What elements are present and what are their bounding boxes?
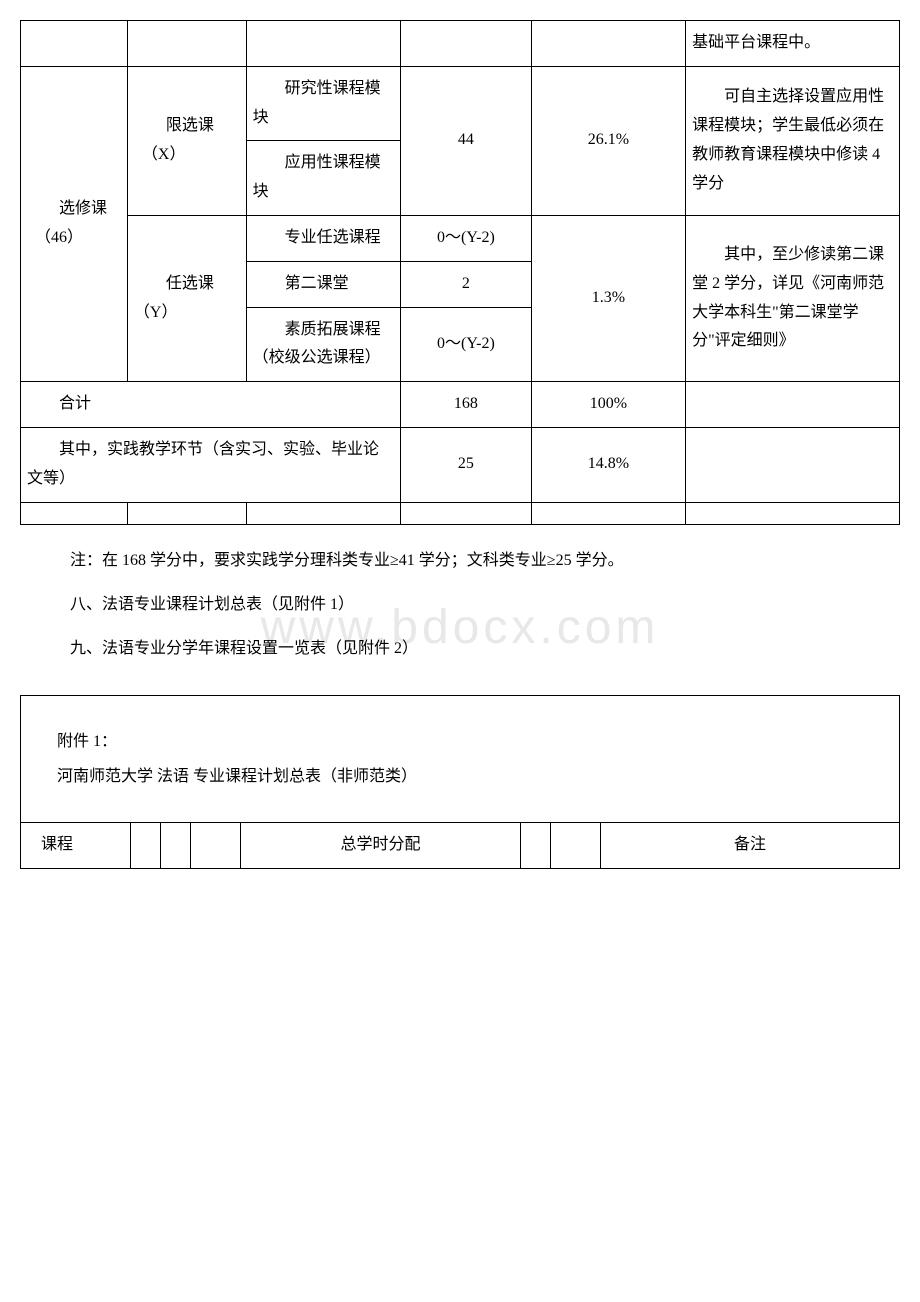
header-empty [551, 822, 601, 868]
table-header-row: 课程 总学时分配 备注 [21, 822, 900, 868]
credits-table: 基础平台课程中。 选修课 （46） 限选课 （X） 研究性课程模块 44 26.… [20, 20, 900, 525]
header-empty [191, 822, 241, 868]
cell-empty [21, 21, 128, 67]
table-row-practice: 其中，实践教学环节（含实习、实验、毕业论文等） 25 14.8% [21, 427, 900, 502]
cell-empty [246, 502, 400, 524]
table-row: 选修课 （46） 限选课 （X） 研究性课程模块 44 26.1% 可自主选择设… [21, 66, 900, 141]
table-row-total: 合计 168 100% [21, 382, 900, 428]
section-8: 八、法语专业课程计划总表（见附件 1） [70, 589, 900, 621]
cell-remark-optional: 其中，至少修读第二课堂 2 学分，详见《河南师范大学本科生"第二课堂学分"评定细… [686, 215, 900, 381]
attachment-title: 河南师范大学 法语 专业课程计划总表（非师范类） [57, 759, 863, 794]
table-row-empty [21, 502, 900, 524]
section-9: 九、法语专业分学年课程设置一览表（见附件 2） [70, 633, 900, 665]
cell-research-module: 研究性课程模块 [246, 66, 400, 141]
cell-range-y2b: 0～(Y-2) [401, 307, 532, 382]
header-course: 课程 [21, 822, 131, 868]
cell-empty [246, 21, 400, 67]
cell-practice-credits: 25 [401, 427, 532, 502]
attachment-label: 附件 1： [57, 724, 863, 759]
cell-total-pct: 100% [531, 382, 685, 428]
cell-second-class: 第二课堂 [246, 261, 400, 307]
cell-pct-261: 26.1% [531, 66, 685, 215]
cell-remark: 基础平台课程中。 [686, 21, 900, 67]
cell-total-label: 合计 [21, 382, 401, 428]
cell-empty [127, 21, 246, 67]
cell-range-y2a: 0～(Y-2) [401, 215, 532, 261]
cell-elective: 选修课 （46） [21, 66, 128, 381]
cell-practice-label: 其中，实践教学环节（含实习、实验、毕业论文等） [21, 427, 401, 502]
cell-empty [686, 427, 900, 502]
cell-applied-module: 应用性课程模块 [246, 141, 400, 216]
table-row: 基础平台课程中。 [21, 21, 900, 67]
attachment-header-cell: 附件 1： 河南师范大学 法语 专业课程计划总表（非师范类） [21, 695, 900, 822]
header-total-alloc: 总学时分配 [241, 822, 521, 868]
cell-total-credits: 168 [401, 382, 532, 428]
header-remark: 备注 [601, 822, 900, 868]
header-empty [131, 822, 161, 868]
cell-credits-44: 44 [401, 66, 532, 215]
cell-empty [127, 502, 246, 524]
attachment-table: 附件 1： 河南师范大学 法语 专业课程计划总表（非师范类） 课程 总学时分配 … [20, 695, 900, 869]
cell-limited: 限选课 （X） [127, 66, 246, 215]
cell-credits-2: 2 [401, 261, 532, 307]
cell-empty [401, 21, 532, 67]
cell-empty [401, 502, 532, 524]
header-empty [161, 822, 191, 868]
header-empty [521, 822, 551, 868]
cell-remark-limited: 可自主选择设置应用性课程模块；学生最低必须在教师教育课程模块中修读 4 学分 [686, 66, 900, 215]
cell-prof-optional: 专业任选课程 [246, 215, 400, 261]
cell-empty [531, 502, 685, 524]
table-row: 附件 1： 河南师范大学 法语 专业课程计划总表（非师范类） [21, 695, 900, 822]
cell-practice-pct: 14.8% [531, 427, 685, 502]
note-paragraph: 注：在 168 学分中，要求实践学分理科类专业≥41 学分；文科类专业≥25 学… [70, 545, 900, 577]
table-row: 任选课（Y） 专业任选课程 0～(Y-2) 1.3% 其中，至少修读第二课堂 2… [21, 215, 900, 261]
cell-empty [686, 502, 900, 524]
cell-empty [531, 21, 685, 67]
cell-optional: 任选课（Y） [127, 215, 246, 381]
cell-empty [21, 502, 128, 524]
cell-empty [686, 382, 900, 428]
cell-pct-13: 1.3% [531, 215, 685, 381]
cell-quality-ext: 素质拓展课程（校级公选课程） [246, 307, 400, 382]
